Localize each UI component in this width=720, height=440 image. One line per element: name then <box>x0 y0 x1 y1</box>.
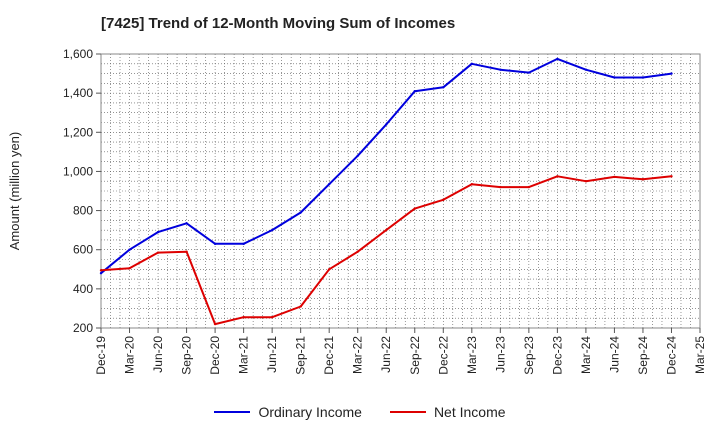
x-tick-label: Mar-22 <box>351 336 365 374</box>
data-point <box>641 178 645 181</box>
legend-item-ordinary-income: Ordinary Income <box>214 404 362 420</box>
legend-label-ordinary-income: Ordinary Income <box>258 404 362 420</box>
legend-label-net-income: Net Income <box>433 404 506 420</box>
data-point <box>99 269 103 272</box>
data-point <box>356 154 359 157</box>
data-point <box>242 316 245 319</box>
x-tick-label: Dec-22 <box>436 336 450 375</box>
y-tick-label: 1,400 <box>63 86 93 100</box>
data-point <box>156 230 160 234</box>
x-tick-label: Jun-22 <box>379 336 393 373</box>
data-point <box>299 211 302 214</box>
plot-frame <box>100 53 701 329</box>
x-tick-label: Mar-25 <box>693 336 707 374</box>
x-tick-label: Sep-20 <box>180 336 194 375</box>
data-point <box>385 123 388 126</box>
x-tick-label: Jun-21 <box>265 336 279 373</box>
x-tick-label: Dec-20 <box>208 336 222 375</box>
data-point <box>470 62 474 65</box>
data-point <box>527 71 531 74</box>
y-axis-ticks: 200 400 600 800 1,000 1,200 1,400 1,600 <box>63 47 101 335</box>
data-point <box>213 242 217 246</box>
x-tick-label: Dec-19 <box>94 336 108 375</box>
x-tick-label: Sep-21 <box>294 336 308 375</box>
x-tick-label: Dec-24 <box>664 336 678 375</box>
data-point <box>327 268 331 271</box>
legend-swatch-ordinary-income <box>214 411 251 413</box>
data-point <box>556 57 559 61</box>
data-point <box>442 198 445 202</box>
legend: Ordinary Income Net Income <box>0 404 720 420</box>
data-point <box>185 250 188 253</box>
x-tick-label: Mar-20 <box>123 336 137 374</box>
chart-title: [7425] Trend of 12-Month Moving Sum of I… <box>101 15 456 32</box>
data-point <box>641 76 645 79</box>
y-tick-label: 1,600 <box>63 47 93 61</box>
data-point <box>327 182 331 186</box>
data-point <box>128 267 131 270</box>
data-point <box>385 228 388 232</box>
data-point <box>270 228 274 232</box>
data-point <box>299 305 302 308</box>
x-tick-label: Mar-21 <box>237 336 251 374</box>
x-tick-label: Jun-20 <box>151 336 165 373</box>
y-tick-label: 800 <box>73 204 93 218</box>
data-point <box>584 68 588 71</box>
y-tick-label: 1,000 <box>63 164 93 178</box>
x-tick-label: Mar-23 <box>465 336 479 374</box>
data-point <box>242 242 245 246</box>
data-point <box>613 175 616 179</box>
data-point <box>413 207 416 210</box>
data-point <box>413 89 416 93</box>
x-tick-label: Sep-22 <box>408 336 422 375</box>
y-tick-label: 600 <box>73 243 93 257</box>
data-point <box>556 175 559 178</box>
data-point <box>99 272 103 275</box>
grid <box>101 54 700 328</box>
legend-item-net-income: Net Income <box>389 404 506 420</box>
data-point <box>213 322 217 326</box>
data-point <box>185 222 188 225</box>
data-point <box>499 68 502 71</box>
data-point <box>527 185 531 189</box>
x-tick-label: Sep-24 <box>636 336 650 375</box>
data-point <box>470 182 474 186</box>
x-tick-label: Jun-23 <box>493 336 507 373</box>
data-point <box>442 86 445 89</box>
y-axis-title: Amount (million yen) <box>7 132 22 251</box>
data-point <box>128 248 131 251</box>
data-point <box>270 316 274 319</box>
y-tick-label: 400 <box>73 282 93 296</box>
series-line-ordinary-income <box>100 57 672 274</box>
x-tick-label: Dec-21 <box>322 336 336 375</box>
series-lines <box>99 57 673 326</box>
x-tick-label: Sep-23 <box>522 336 536 375</box>
data-point <box>356 250 359 253</box>
data-point <box>613 76 616 79</box>
data-point <box>670 72 673 75</box>
y-tick-label: 200 <box>73 321 93 335</box>
x-tick-label: Mar-24 <box>579 336 593 374</box>
data-point <box>584 180 588 183</box>
x-axis-ticks: Dec-19 Mar-20 Jun-20 Sep-20 Dec-20 Mar-21 Jun-… <box>94 328 707 375</box>
legend-swatch-net-income <box>389 411 426 413</box>
data-point <box>670 175 673 178</box>
x-tick-label: Jun-24 <box>607 336 621 373</box>
y-tick-label: 1,200 <box>63 125 93 139</box>
data-point <box>499 185 502 189</box>
data-point <box>156 251 160 254</box>
x-tick-label: Dec-23 <box>550 336 564 375</box>
